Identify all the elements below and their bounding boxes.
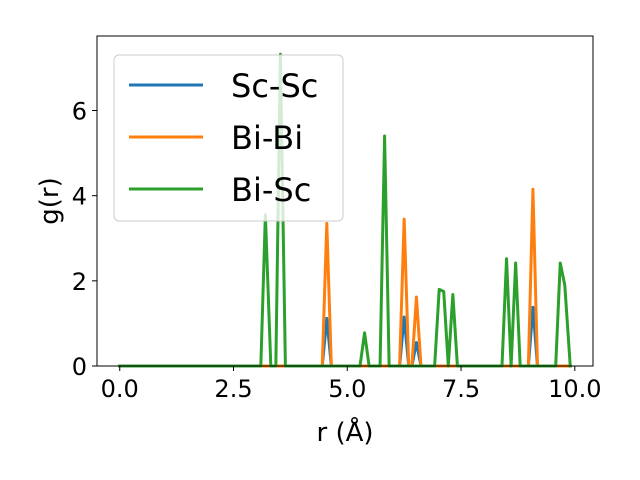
y-tick-label: 6 (72, 98, 87, 126)
x-tick-label: 2.5 (214, 375, 252, 403)
legend-label-bi-bi: Bi-Bi (231, 119, 303, 157)
legend-box (113, 54, 344, 222)
legend-label-sc-sc: Sc-Sc (231, 67, 318, 105)
y-tick-label: 4 (72, 183, 87, 211)
x-tick-label: 10.0 (548, 375, 601, 403)
x-tick-label: 7.5 (442, 375, 480, 403)
plot-frame (96, 35, 594, 367)
y-tick-label: 2 (72, 268, 87, 296)
y-tick-label: 0 (72, 353, 87, 381)
y-axis-label: g(r) (35, 177, 65, 224)
legend-label-bi-sc: Bi-Sc (231, 171, 311, 209)
x-tick-label: 0.0 (101, 375, 139, 403)
y-axis: 0 2 4 6 (72, 98, 97, 381)
x-axis-label: r (Å) (316, 416, 373, 448)
x-axis: 0.0 2.5 5.0 7.5 10.0 (101, 366, 602, 403)
x-tick-label: 5.0 (328, 375, 366, 403)
legend: Sc-Sc Bi-Bi Bi-Sc (113, 54, 344, 222)
